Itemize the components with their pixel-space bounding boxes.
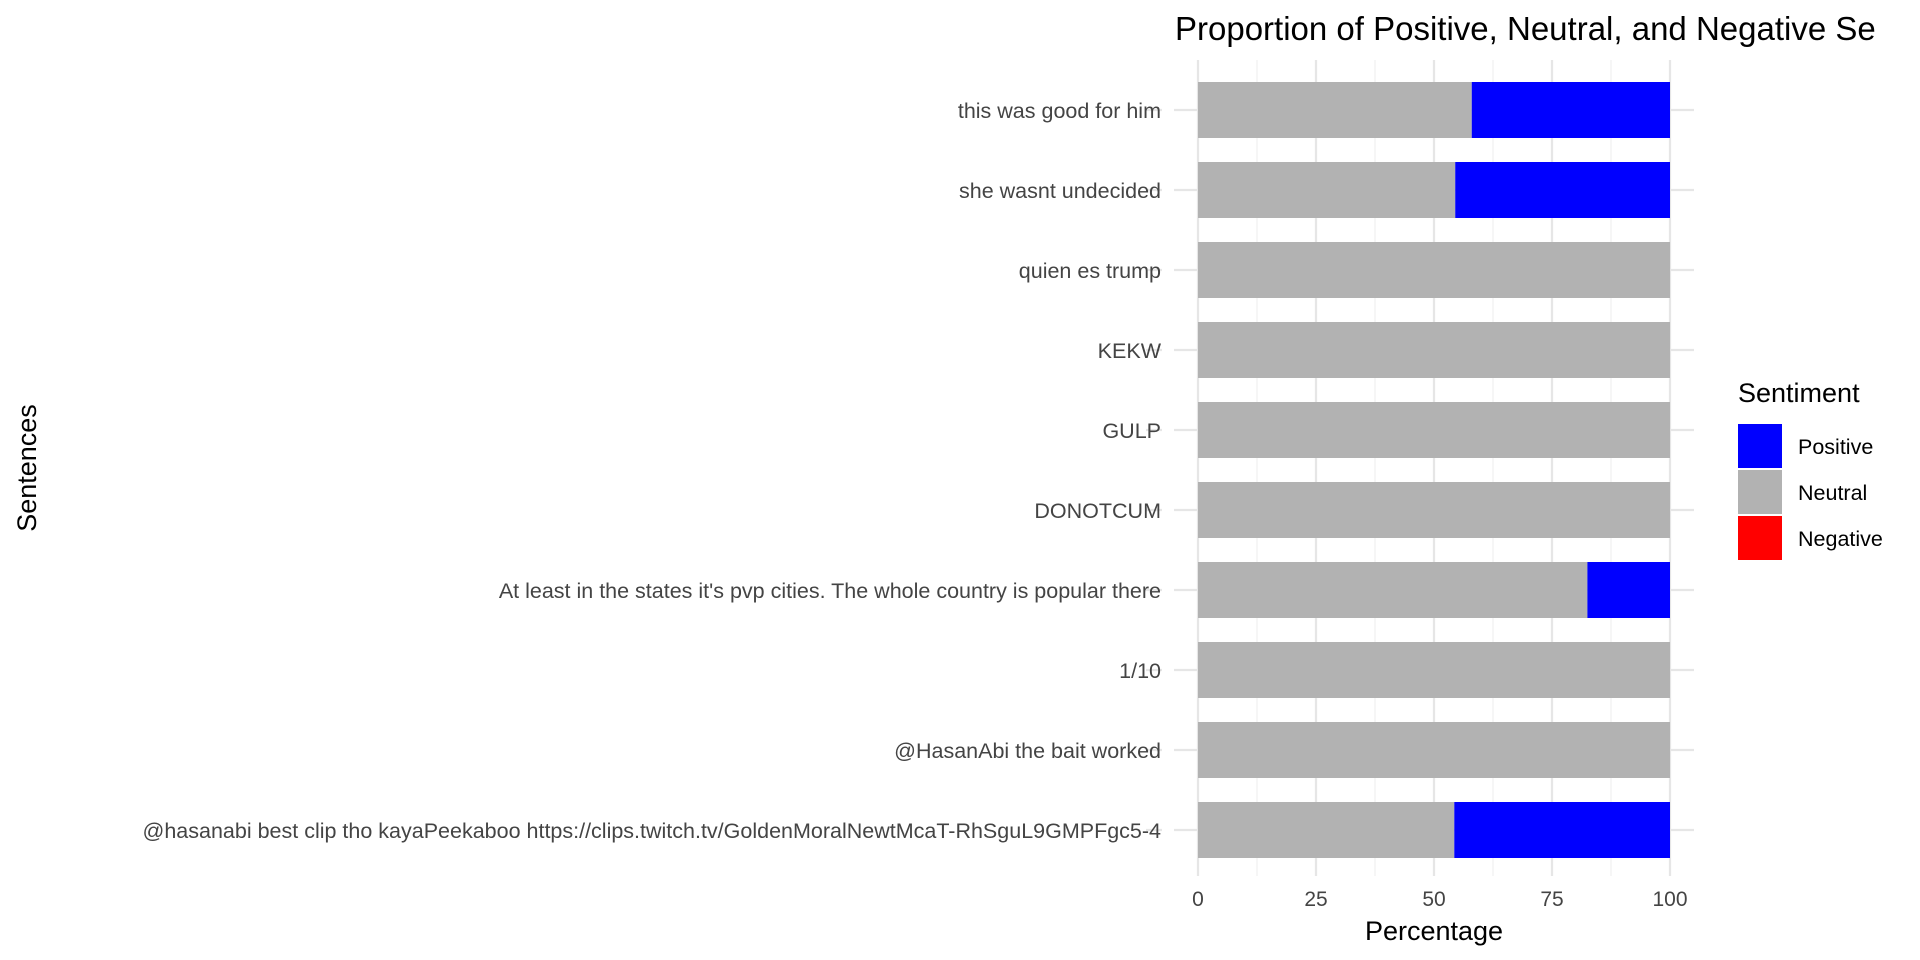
legend-key-positive xyxy=(1738,424,1782,468)
bar-segment-neutral xyxy=(1198,82,1472,138)
bar-segment-positive xyxy=(1455,162,1670,218)
legend-label-positive: Positive xyxy=(1798,435,1873,459)
category-label: this was good for him xyxy=(958,99,1161,123)
category-label: DONOTCUM xyxy=(1034,499,1161,523)
x-tick-label: 75 xyxy=(1540,888,1563,911)
bars xyxy=(1198,82,1670,858)
chart-title: Proportion of Positive, Neutral, and Neg… xyxy=(1175,10,1876,47)
category-label: At least in the states it's pvp cities. … xyxy=(499,579,1161,603)
category-label: quien es trump xyxy=(1019,259,1161,283)
x-tick-labels: 0 25 50 75 100 xyxy=(1192,888,1687,911)
bar-segment-positive xyxy=(1471,82,1670,138)
x-axis-title: Percentage xyxy=(1365,916,1503,946)
category-label: @hasanabi best clip tho kayaPeekaboo htt… xyxy=(143,819,1162,843)
bar-segment-neutral xyxy=(1198,802,1455,858)
category-label: GULP xyxy=(1102,419,1161,443)
category-label: KEKW xyxy=(1098,339,1162,363)
category-labels: this was good for him she wasnt undecided… xyxy=(143,99,1162,843)
y-axis-title: Sentences xyxy=(12,404,42,532)
bar-segment-neutral xyxy=(1198,722,1670,778)
x-tick-label: 100 xyxy=(1652,888,1687,911)
bar-segment-neutral xyxy=(1198,242,1670,298)
bar-segment-positive xyxy=(1587,562,1670,618)
bar-segment-neutral xyxy=(1198,642,1670,698)
x-tick-label: 25 xyxy=(1304,888,1327,911)
category-label: she wasnt undecided xyxy=(959,179,1161,203)
category-label: @HasanAbi the bait worked xyxy=(894,739,1161,763)
legend-title: Sentiment xyxy=(1738,378,1860,408)
bar-segment-neutral xyxy=(1198,482,1670,538)
legend-label-neutral: Neutral xyxy=(1798,481,1867,505)
category-label: 1/10 xyxy=(1119,659,1161,683)
bar-segment-positive xyxy=(1454,802,1670,858)
bar-segment-neutral xyxy=(1198,562,1588,618)
legend: Sentiment Positive Neutral Negative xyxy=(1738,378,1883,560)
x-tick-label: 0 xyxy=(1192,888,1204,911)
legend-key-negative xyxy=(1738,516,1782,560)
bar-segment-neutral xyxy=(1198,402,1670,458)
bar-segment-neutral xyxy=(1198,162,1456,218)
legend-key-neutral xyxy=(1738,470,1782,514)
bar-segment-neutral xyxy=(1198,322,1670,378)
legend-label-negative: Negative xyxy=(1798,527,1883,551)
x-tick-label: 50 xyxy=(1422,888,1445,911)
y-tick-marks xyxy=(1146,108,1162,832)
